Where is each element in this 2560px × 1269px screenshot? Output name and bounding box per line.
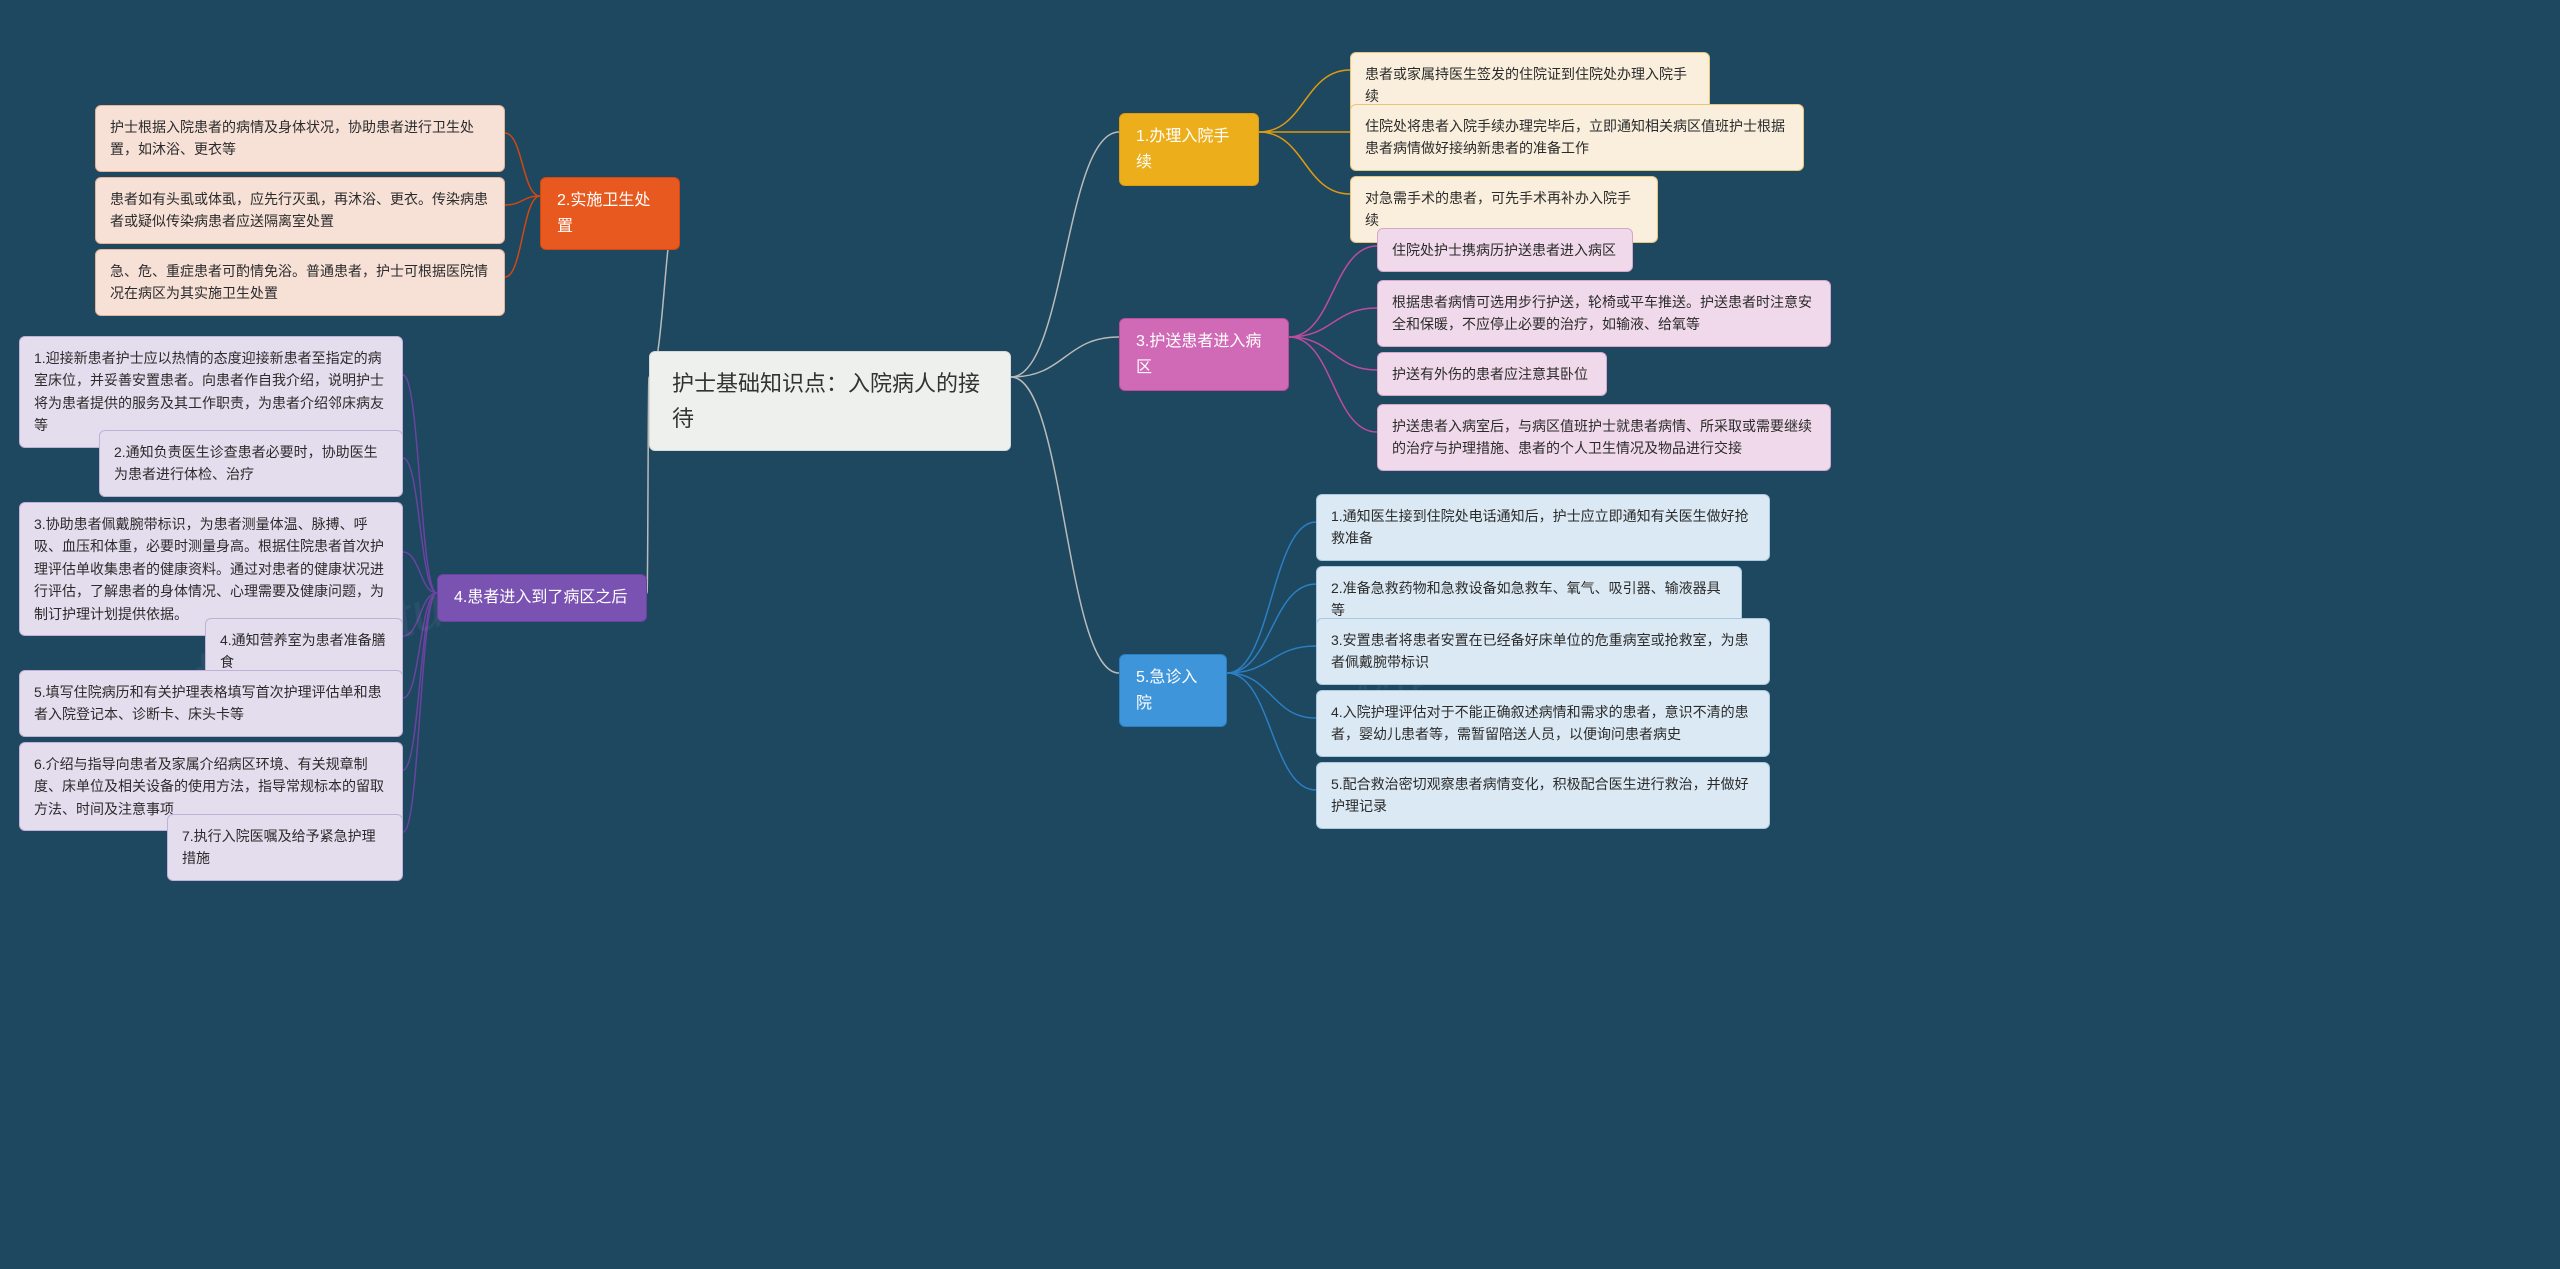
root-node: 护士基础知识点：入院病人的接待: [649, 351, 1011, 451]
leaf-node: 4.入院护理评估对于不能正确叙述病情和需求的患者，意识不清的患者，婴幼儿患者等，…: [1316, 690, 1770, 757]
leaf-node: 急、危、重症患者可酌情免浴。普通患者，护士可根据医院情况在病区为其实施卫生处置: [95, 249, 505, 316]
branch-node: 4.患者进入到了病区之后: [437, 574, 647, 622]
leaf-node: 住院处护士携病历护送患者进入病区: [1377, 228, 1633, 272]
leaf-node: 根据患者病情可选用步行护送，轮椅或平车推送。护送患者时注意安全和保暖，不应停止必…: [1377, 280, 1831, 347]
leaf-node: 住院处将患者入院手续办理完毕后，立即通知相关病区值班护士根据患者病情做好接纳新患…: [1350, 104, 1804, 171]
leaf-node: 3.安置患者将患者安置在已经备好床单位的危重病室或抢救室，为患者佩戴腕带标识: [1316, 618, 1770, 685]
leaf-node: 护送患者入病室后，与病区值班护士就患者病情、所采取或需要继续的治疗与护理措施、患…: [1377, 404, 1831, 471]
leaf-node: 护送有外伤的患者应注意其卧位: [1377, 352, 1607, 396]
leaf-node: 5.填写住院病历和有关护理表格填写首次护理评估单和患者入院登记本、诊断卡、床头卡…: [19, 670, 403, 737]
leaf-node: 5.配合救治密切观察患者病情变化，积极配合医生进行救治，并做好护理记录: [1316, 762, 1770, 829]
leaf-node: 2.通知负责医生诊查患者必要时，协助医生为患者进行体检、治疗: [99, 430, 403, 497]
leaf-node: 3.协助患者佩戴腕带标识，为患者测量体温、脉搏、呼吸、血压和体重，必要时测量身高…: [19, 502, 403, 636]
leaf-node: 患者如有头虱或体虱，应先行灭虱，再沐浴、更衣。传染病患者或疑似传染病患者应送隔离…: [95, 177, 505, 244]
branch-node: 5.急诊入院: [1119, 654, 1227, 727]
leaf-node: 护士根据入院患者的病情及身体状况，协助患者进行卫生处置，如沐浴、更衣等: [95, 105, 505, 172]
branch-node: 1.办理入院手续: [1119, 113, 1259, 186]
leaf-node: 1.通知医生接到住院处电话通知后，护士应立即通知有关医生做好抢救准备: [1316, 494, 1770, 561]
branch-node: 3.护送患者进入病区: [1119, 318, 1289, 391]
branch-node: 2.实施卫生处置: [540, 177, 680, 250]
leaf-node: 7.执行入院医嘱及给予紧急护理措施: [167, 814, 403, 881]
